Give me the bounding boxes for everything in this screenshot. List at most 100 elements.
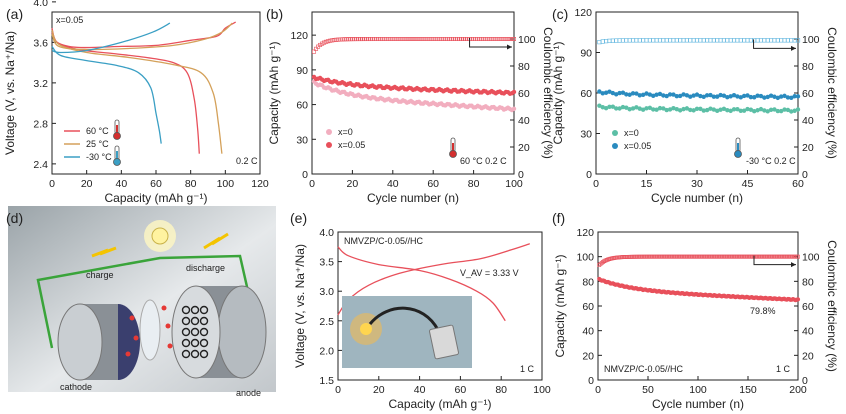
- capacity-point-0: [688, 107, 693, 113]
- x-tick-label: 30: [691, 178, 703, 190]
- capacity-point-0: [735, 106, 740, 112]
- efficiency-point: [354, 37, 359, 42]
- efficiency-point: [338, 37, 343, 42]
- efficiency-point: [654, 38, 659, 43]
- efficiency-point: [725, 38, 730, 43]
- y-tick-label: 4.0: [319, 227, 334, 239]
- separator: [139, 299, 161, 361]
- efficiency-point: [604, 258, 609, 262]
- x-tick-label: 60: [792, 178, 804, 190]
- legend-swatch: [326, 129, 332, 135]
- capacity-point-0: [795, 107, 801, 112]
- cathode-face: [57, 303, 103, 381]
- capacity-point-0: [624, 105, 629, 110]
- capacity-point-1: [731, 92, 737, 98]
- capacity-point-0: [725, 108, 730, 113]
- x-axis-title: Cycle number (n): [652, 397, 744, 411]
- y-tick-label: 3.2: [33, 78, 48, 90]
- capacity-point-1: [674, 94, 679, 99]
- capacity-point-1: [620, 90, 626, 95]
- capacity-point-0: [607, 104, 612, 110]
- efficiency-point: [681, 38, 686, 43]
- capacity-point-0: [711, 107, 717, 112]
- circuit-wire: [36, 254, 252, 349]
- legend-label: x=0: [338, 127, 353, 137]
- efficiency-point: [427, 37, 432, 42]
- y2-tick-label: 0: [802, 169, 808, 181]
- efficiency-point: [505, 36, 510, 41]
- y2-tick-label: 60: [802, 88, 814, 100]
- capacity-point-0: [718, 107, 723, 112]
- x-tick-label: 40: [387, 178, 399, 190]
- efficiency-point: [779, 38, 784, 43]
- y2-tick-label: 0: [802, 375, 808, 387]
- efficiency-point: [497, 36, 502, 41]
- capacity-point-0: [677, 108, 683, 113]
- y-tick-label: 90: [580, 48, 592, 60]
- annotation: 79.8%: [750, 306, 776, 316]
- capacity-point-0: [762, 108, 767, 113]
- efficiency-point: [691, 38, 696, 43]
- capacity-point-1: [684, 93, 690, 98]
- capacity-point-1: [661, 93, 666, 98]
- capacity-point-1: [745, 93, 750, 98]
- efficiency-point: [435, 37, 440, 42]
- annotation: -30 °C 0.2 C: [746, 156, 796, 166]
- efficiency-point: [671, 38, 676, 43]
- anode-back: [217, 285, 267, 379]
- capacity-point-0: [671, 105, 676, 111]
- axis-arrow: [753, 39, 796, 49]
- lightning-icon: [203, 232, 229, 250]
- efficiency-point: [748, 38, 753, 43]
- efficiency-point: [312, 49, 317, 54]
- x-tick-label: 0: [593, 178, 599, 190]
- y-axis-title: Capacity (mAh g⁻¹): [553, 254, 567, 357]
- anode-pore: [199, 327, 209, 337]
- anode-pore: [190, 338, 200, 348]
- efficiency-point: [471, 36, 476, 41]
- efficiency-point: [483, 36, 488, 41]
- panel-label: (a): [6, 6, 23, 22]
- capacity-point-0: [775, 108, 780, 114]
- efficiency-point: [429, 37, 434, 42]
- capacity-point-1: [691, 93, 696, 98]
- led-icon: [360, 323, 372, 335]
- efficiency-point: [762, 38, 767, 43]
- sodium-ion: [125, 351, 131, 357]
- efficiency-point: [785, 38, 790, 43]
- capacity-point-0: [634, 105, 639, 110]
- capacity-point-0: [694, 106, 700, 112]
- x-tick-label: 150: [739, 384, 757, 396]
- capacity-point-0: [610, 104, 616, 109]
- y-tick-label: 2.4: [33, 159, 48, 171]
- efficiency-point: [688, 38, 693, 43]
- capacity-point-1: [738, 95, 743, 100]
- efficiency-point: [644, 38, 649, 43]
- x-tick-label: 45: [742, 178, 754, 190]
- efficiency-point: [358, 37, 363, 42]
- efficiency-point: [386, 37, 391, 42]
- capacity-point-1: [795, 94, 801, 99]
- efficiency-point: [455, 36, 460, 41]
- capacity-point-0: [617, 106, 622, 111]
- efficiency-point: [473, 36, 478, 41]
- efficiency-point: [453, 36, 458, 41]
- capacity-point-1: [755, 93, 760, 98]
- efficiency-point: [479, 36, 484, 41]
- thermometer-fill: [452, 143, 454, 152]
- anode-pore: [190, 327, 200, 337]
- efficiency-point: [701, 38, 706, 43]
- capacity-point-0: [651, 107, 656, 112]
- efficiency-point: [789, 38, 794, 43]
- y-tick-label: 20: [582, 350, 594, 362]
- capacity-point-0: [704, 107, 710, 113]
- discharge-curve-0: [51, 27, 200, 154]
- efficiency-point: [378, 37, 383, 42]
- efficiency-point: [326, 39, 331, 44]
- efficiency-point: [718, 38, 723, 43]
- efficiency-point: [485, 36, 490, 41]
- capacity-point-1: [694, 92, 700, 97]
- y2-tick-label: 60: [518, 88, 530, 100]
- photo-inset: [342, 296, 472, 368]
- capacity-point-1: [778, 94, 784, 99]
